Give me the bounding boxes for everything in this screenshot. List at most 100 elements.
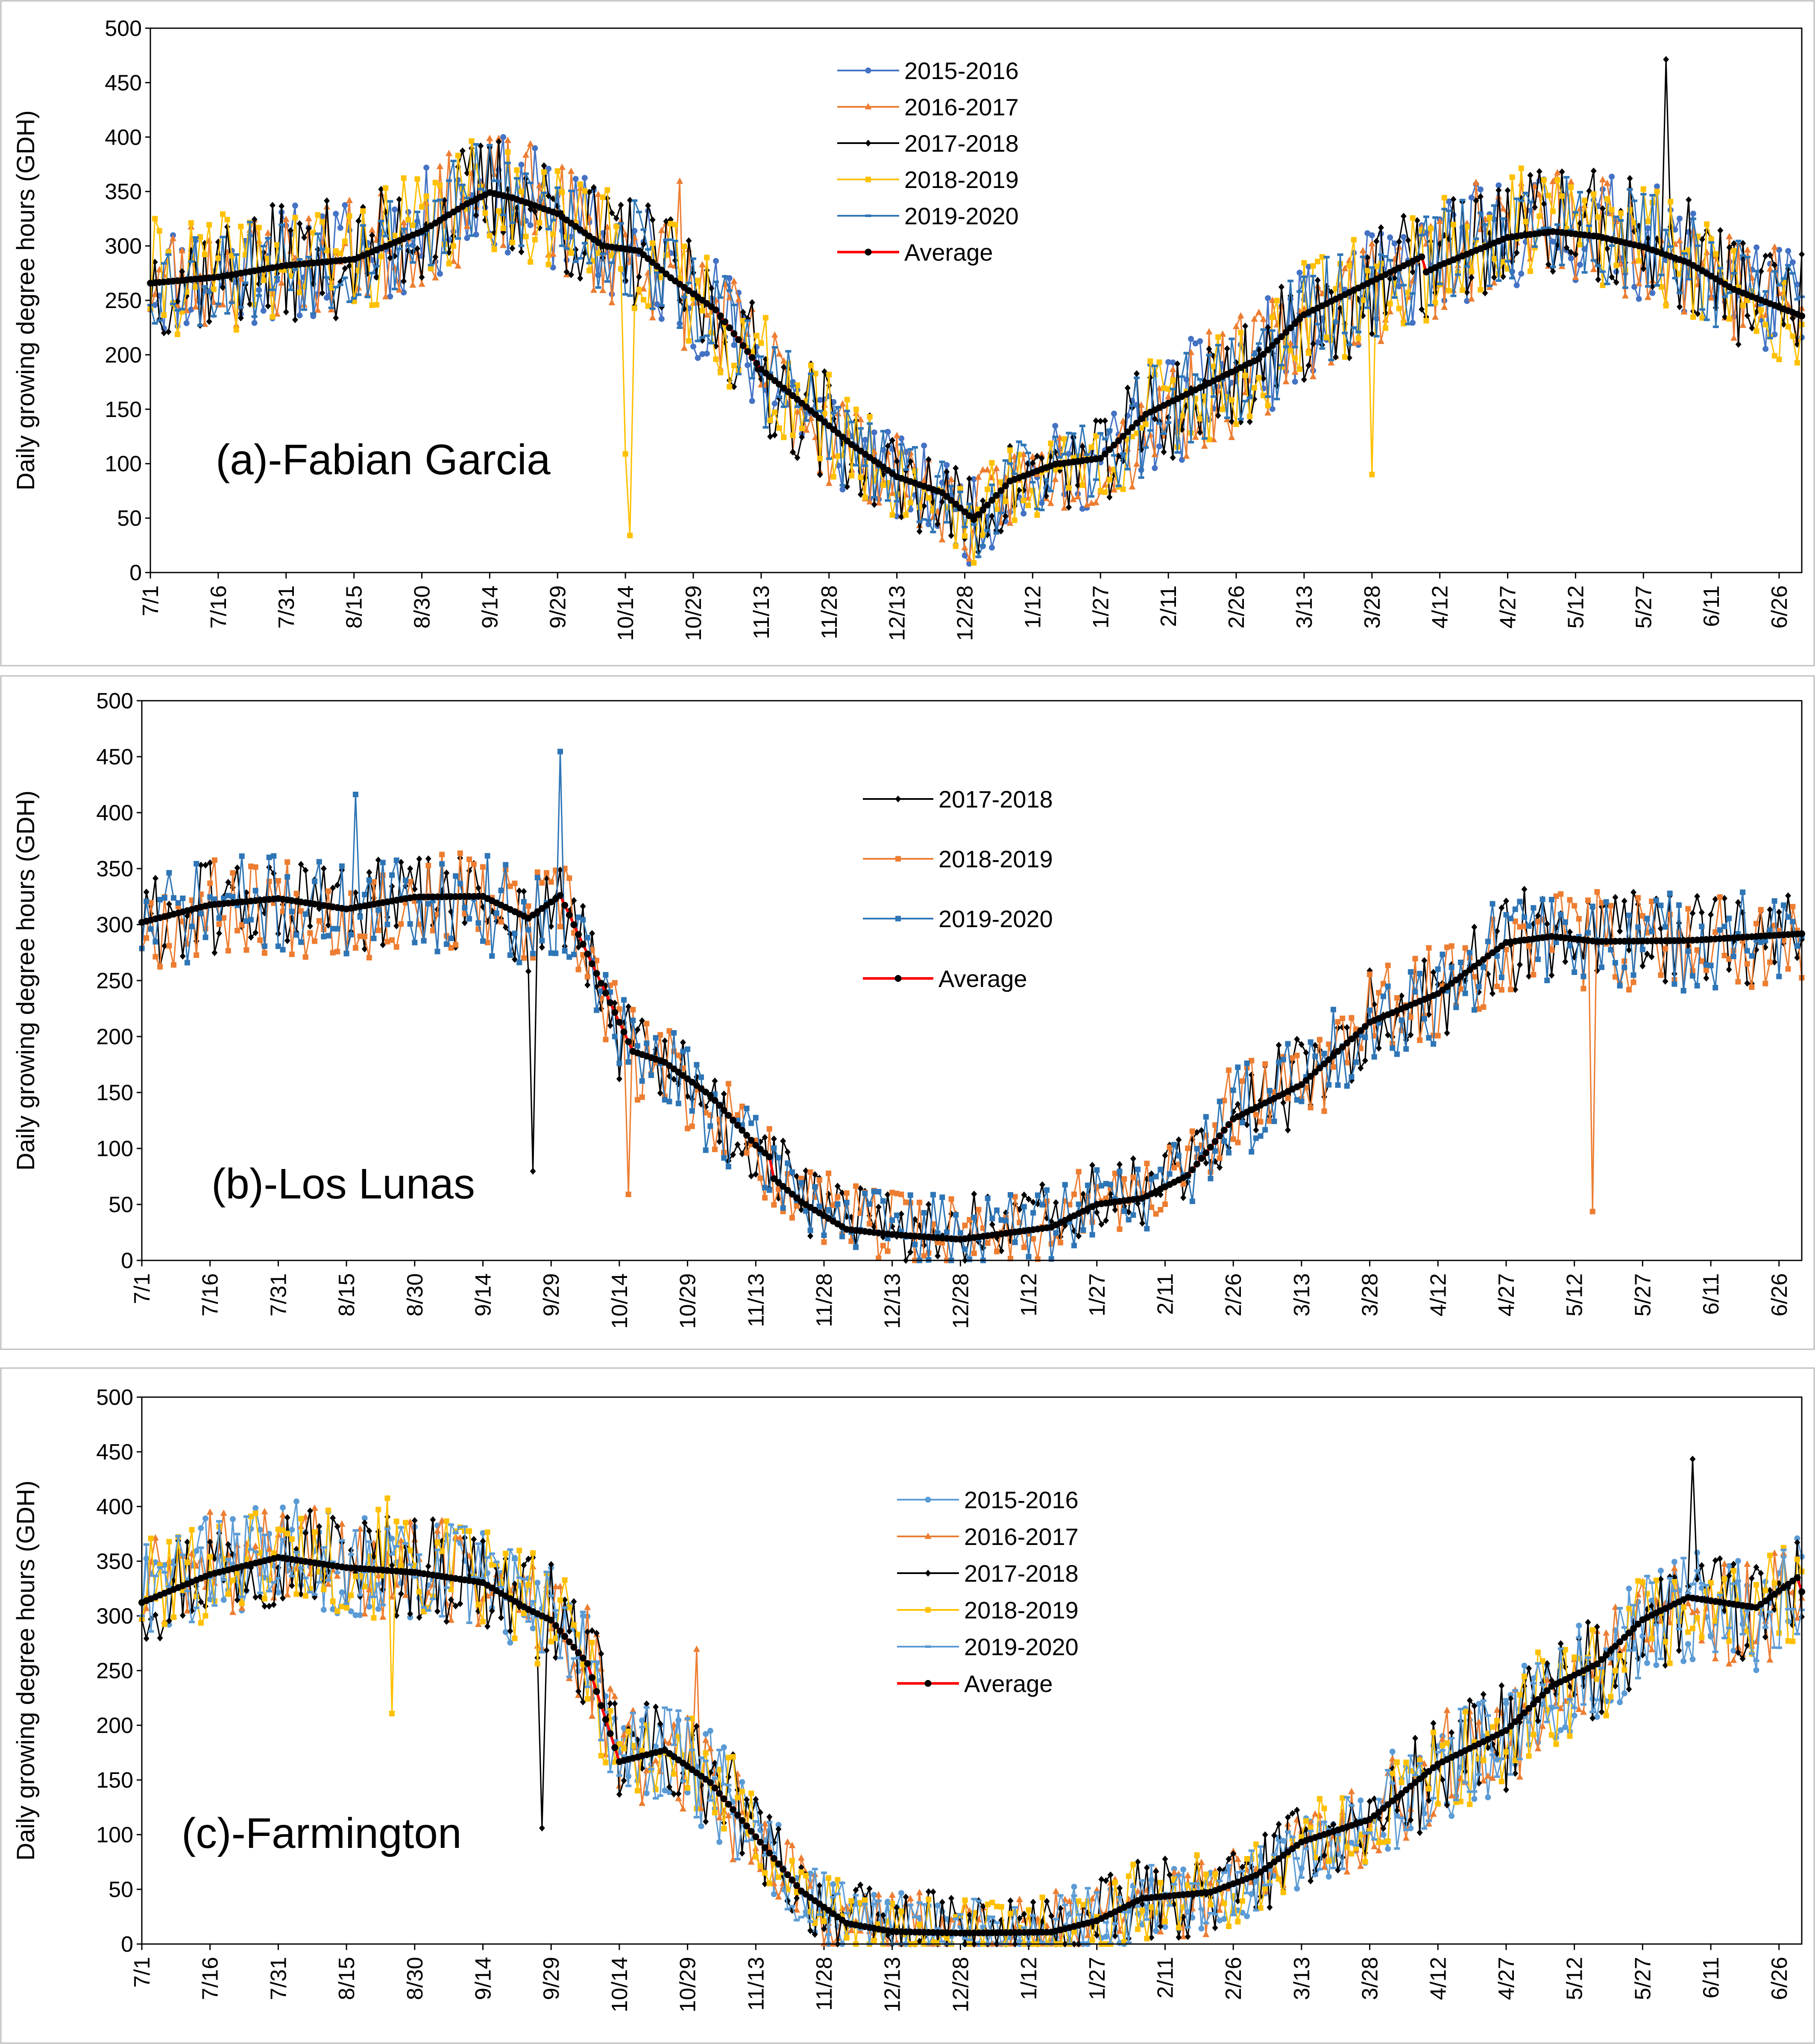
data-point [1012, 472, 1018, 475]
data-point [1038, 451, 1045, 458]
data-point [1376, 990, 1382, 996]
data-point [1744, 980, 1750, 987]
data-point [1058, 1239, 1064, 1245]
data-point [388, 1593, 396, 1600]
data-point [1726, 916, 1732, 922]
data-point [1169, 365, 1176, 372]
data-point [1531, 182, 1539, 189]
data-point [703, 1818, 709, 1825]
data-point [1075, 482, 1081, 489]
data-point [1518, 165, 1524, 171]
data-point [1658, 273, 1665, 276]
x-tick-label: 5/27 [1631, 585, 1656, 628]
data-point [1206, 353, 1212, 356]
data-point [844, 410, 850, 413]
data-point [1721, 295, 1728, 298]
x-tick-label: 10/29 [681, 585, 706, 641]
data-point [1419, 234, 1425, 237]
data-point [1698, 909, 1705, 916]
data-point [713, 280, 719, 283]
data-point [938, 489, 946, 496]
data-point [1394, 1051, 1400, 1057]
data-point [507, 952, 513, 958]
data-point [653, 1743, 659, 1750]
data-point [798, 399, 806, 407]
data-point [441, 251, 448, 254]
data-point [572, 176, 579, 182]
data-point [1039, 1181, 1046, 1188]
y-tick-label: 350 [105, 179, 142, 204]
data-point [1278, 364, 1284, 367]
data-point [1348, 1035, 1355, 1043]
data-point [967, 1217, 973, 1223]
x-tick-label: 5/12 [1563, 585, 1588, 628]
data-point [1211, 1138, 1219, 1145]
data-point [608, 299, 616, 305]
data-point [1012, 517, 1017, 523]
data-point [1657, 925, 1664, 932]
data-point [1627, 175, 1633, 182]
plot-area [150, 27, 1803, 573]
data-point [207, 1596, 213, 1603]
data-point [794, 405, 800, 408]
data-point [1518, 199, 1525, 202]
data-point [1326, 1041, 1332, 1047]
x-tick-label: 1/12 [1017, 1957, 1041, 2000]
data-point [1330, 1821, 1337, 1828]
data-point [889, 437, 896, 444]
data-point [790, 449, 796, 456]
data-point [997, 487, 1005, 494]
data-point [1215, 344, 1221, 347]
data-point [1653, 1662, 1660, 1668]
data-point [1387, 300, 1393, 306]
legend-label: Average [904, 239, 993, 266]
data-point [1274, 397, 1280, 400]
data-point [252, 929, 259, 936]
data-point [794, 408, 801, 415]
data-point [1325, 1874, 1332, 1880]
data-point [401, 289, 407, 296]
data-point [1517, 899, 1523, 905]
data-point [1244, 1060, 1250, 1066]
data-point [1794, 954, 1800, 961]
data-point [184, 1607, 191, 1614]
data-point [1117, 1226, 1123, 1232]
data-point [634, 1026, 641, 1033]
data-point [1103, 1195, 1109, 1201]
data-point [893, 432, 900, 438]
data-point [780, 405, 787, 408]
data-point [505, 149, 511, 155]
data-point [1721, 923, 1727, 929]
data-point [143, 1604, 150, 1611]
data-point [1459, 199, 1466, 202]
data-point [261, 1508, 268, 1515]
data-point [1229, 418, 1235, 425]
data-point [530, 951, 536, 957]
data-point [392, 232, 398, 238]
data-point [369, 272, 375, 275]
data-point [780, 364, 787, 371]
data-point [1572, 273, 1579, 280]
x-tick-label: 4/12 [1426, 1273, 1451, 1316]
data-point [1789, 315, 1796, 322]
data-point [743, 1132, 750, 1139]
data-point [1255, 342, 1262, 345]
data-point [432, 179, 438, 185]
data-point [434, 1608, 441, 1615]
data-point [1527, 268, 1533, 274]
data-point [989, 460, 995, 466]
data-point [953, 509, 959, 512]
data-point [507, 1639, 513, 1646]
data-point [239, 922, 245, 928]
data-point [530, 1168, 536, 1175]
data-point [1439, 1735, 1446, 1742]
data-point [330, 1606, 336, 1612]
data-point [749, 398, 755, 404]
data-point [835, 406, 841, 409]
data-point [875, 499, 883, 506]
data-point [726, 324, 733, 332]
data-point [699, 261, 706, 267]
data-point [1377, 338, 1384, 344]
data-point [1043, 478, 1050, 481]
data-point [1378, 224, 1384, 231]
